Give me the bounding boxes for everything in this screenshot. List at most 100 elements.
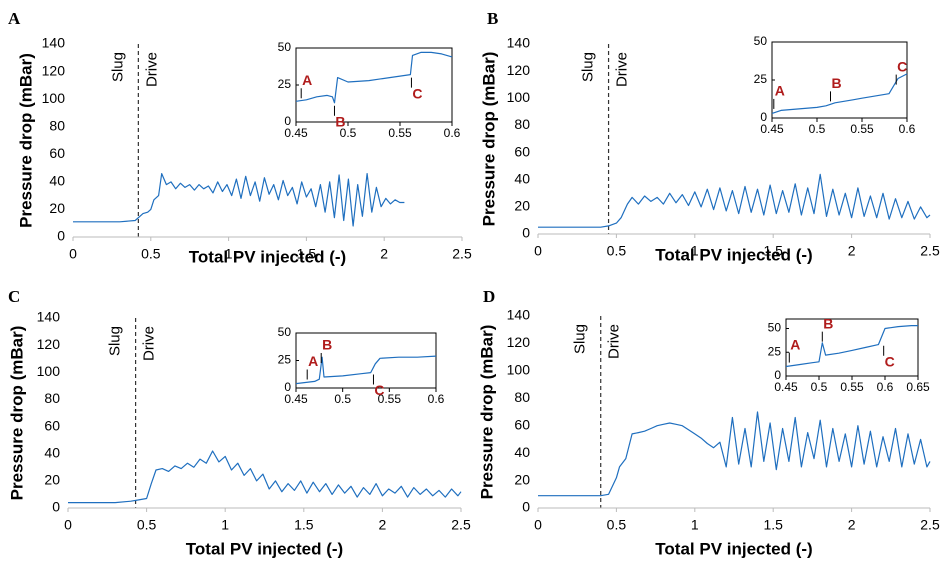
x-tick-label: 1.5	[763, 517, 783, 533]
y-tick-label: 40	[514, 170, 530, 186]
slug-label: Slug	[109, 52, 126, 82]
y-tick-label: 120	[507, 62, 531, 78]
slug-label: Slug	[107, 326, 124, 356]
y-tick-label: 0	[57, 228, 65, 244]
x-tick-label: 1	[225, 246, 233, 262]
x-tick-label: 0.45	[774, 380, 798, 394]
y-tick-label: 25	[768, 344, 782, 358]
marker-label: C	[412, 85, 422, 101]
y-axis-title: Pressure drop (mBar)	[7, 326, 26, 501]
y-tick-label: 0	[284, 114, 291, 128]
data-line	[295, 51, 453, 104]
marker-label: A	[302, 72, 312, 88]
x-tick-label: 0	[534, 517, 542, 533]
y-tick-label: 20	[49, 200, 65, 216]
x-tick-label: 0.6	[444, 126, 461, 140]
marker-label: A	[790, 336, 800, 352]
x-tick-label: 0.5	[809, 122, 826, 136]
x-axis-title: Total PV injected (-)	[655, 539, 812, 558]
slug-label: Slug	[580, 52, 597, 82]
x-tick-label: 0.55	[850, 122, 874, 136]
y-tick-label: 25	[278, 77, 292, 91]
data-line	[771, 73, 908, 114]
y-tick-label: 100	[42, 90, 66, 106]
x-tick-label: 0.5	[334, 392, 351, 406]
y-tick-label: 0	[522, 225, 530, 241]
y-tick-label: 120	[507, 334, 531, 350]
y-tick-label: 120	[37, 336, 61, 352]
y-tick-label: 0	[760, 110, 767, 124]
drive-label: Drive	[614, 52, 631, 87]
x-tick-label: 0.6	[877, 380, 894, 394]
drive-label: Drive	[141, 326, 158, 361]
marker-label: B	[831, 75, 841, 91]
y-tick-label: 100	[507, 362, 531, 378]
panel-label: A	[8, 9, 21, 28]
y-tick-label: 80	[44, 390, 60, 406]
x-tick-label: 2	[848, 517, 856, 533]
y-tick-label: 60	[514, 416, 530, 432]
y-tick-label: 40	[49, 173, 65, 189]
x-tick-label: 0.45	[760, 122, 784, 136]
x-tick-label: 2	[380, 246, 388, 262]
y-tick-label: 0	[774, 368, 781, 382]
panel-label: B	[487, 9, 498, 28]
marker-label: B	[823, 315, 833, 331]
y-tick-label: 0	[52, 499, 60, 515]
y-axis-title: Pressure drop (mBar)	[479, 52, 498, 227]
data-line	[73, 173, 405, 227]
x-axis-title: Total PV injected (-)	[186, 539, 343, 558]
x-tick-label: 2.5	[451, 517, 471, 533]
x-tick-label: 1	[221, 517, 229, 533]
drive-label: Drive	[143, 52, 160, 87]
y-tick-label: 60	[44, 417, 60, 433]
inset-frame	[771, 41, 908, 119]
y-tick-label: 40	[44, 444, 60, 460]
x-tick-label: 0	[69, 246, 77, 262]
x-tick-label: 0.5	[811, 380, 828, 394]
x-tick-label: 0.5	[607, 517, 627, 533]
marker-label: B	[335, 113, 345, 129]
x-tick-label: 0.5	[340, 126, 357, 140]
x-tick-label: 0.5	[607, 243, 627, 259]
x-tick-label: 0.45	[284, 126, 308, 140]
y-tick-label: 25	[754, 72, 768, 86]
y-tick-label: 50	[768, 321, 782, 335]
x-tick-label: 0.45	[284, 392, 308, 406]
y-tick-label: 60	[49, 145, 65, 161]
y-tick-label: 20	[44, 472, 60, 488]
marker-label: C	[885, 353, 895, 369]
x-tick-label: 2.5	[920, 243, 940, 259]
data-line	[538, 411, 931, 497]
y-axis-title: Pressure drop (mBar)	[477, 325, 496, 500]
y-tick-label: 140	[507, 307, 531, 323]
marker-label: A	[775, 83, 785, 99]
slug-label: Slug	[572, 324, 589, 354]
y-tick-label: 0	[522, 499, 530, 515]
y-tick-label: 100	[507, 89, 531, 105]
marker-label: B	[322, 337, 332, 353]
y-axis-title: Pressure drop (mBar)	[16, 53, 35, 228]
y-tick-label: 100	[37, 363, 61, 379]
data-line	[538, 173, 931, 228]
inset-frame	[785, 318, 919, 377]
y-tick-label: 50	[754, 34, 768, 48]
y-tick-label: 25	[278, 353, 292, 367]
x-axis-title: Total PV injected (-)	[189, 247, 346, 266]
drive-label: Drive	[606, 324, 623, 359]
y-tick-label: 140	[37, 309, 61, 325]
y-tick-label: 50	[278, 325, 292, 339]
y-tick-label: 80	[49, 117, 65, 133]
y-tick-label: 140	[42, 35, 66, 51]
x-tick-label: 1.5	[294, 517, 314, 533]
marker-label: C	[374, 382, 384, 398]
x-tick-label: 0.6	[899, 122, 916, 136]
x-tick-label: 0.6	[428, 392, 445, 406]
x-tick-label: 2	[379, 517, 387, 533]
panel-label: D	[483, 287, 495, 306]
y-tick-label: 140	[507, 35, 531, 51]
x-tick-label: 0.55	[840, 380, 864, 394]
y-tick-label: 80	[514, 389, 530, 405]
x-tick-label: 2.5	[920, 517, 940, 533]
